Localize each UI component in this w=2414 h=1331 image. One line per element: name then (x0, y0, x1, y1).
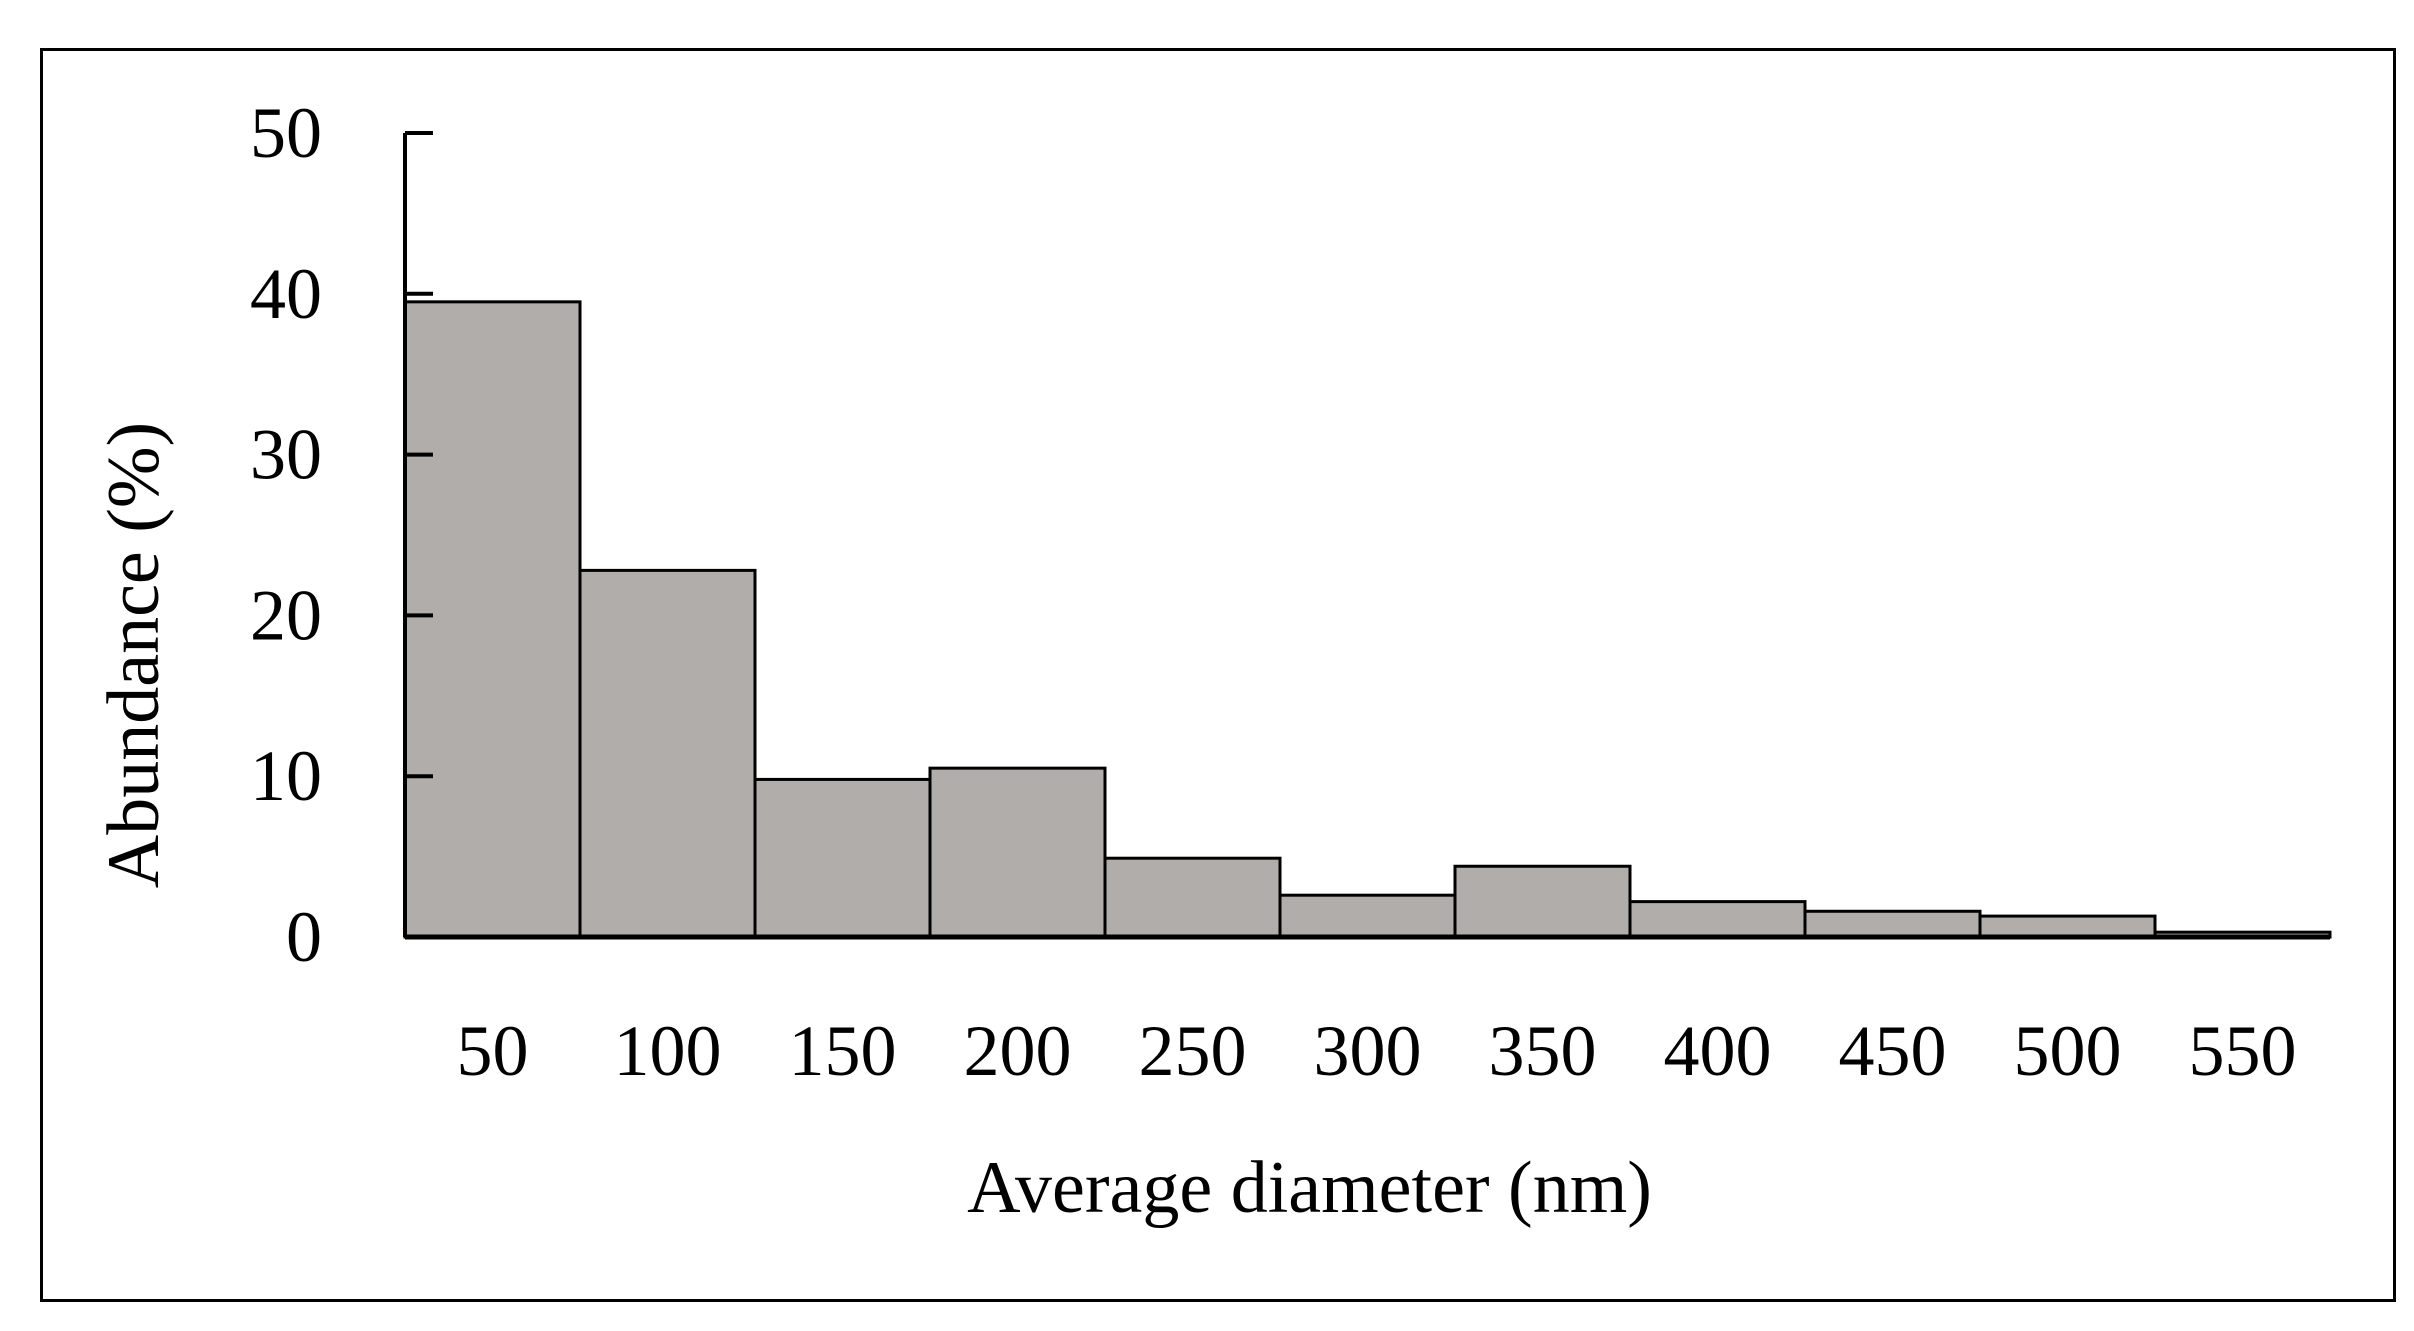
y-tick-label-50: 50 (250, 93, 322, 173)
x-axis-title: Average diameter (nm) (967, 1147, 1652, 1229)
x-tick-label-250: 250 (1139, 1011, 1247, 1091)
y-ticks-group: 0 10 20 30 40 50 (250, 93, 433, 977)
bars-group (403, 300, 2332, 939)
x-tick-label-100: 100 (614, 1011, 722, 1091)
y-tick-label-20: 20 (250, 575, 322, 655)
bar-450 (1803, 909, 1982, 939)
bar-500 (1978, 914, 2157, 939)
bar-50 (403, 300, 582, 939)
y-axis-title: Abundance (%) (93, 422, 175, 888)
x-tick-label-400: 400 (1664, 1011, 1772, 1091)
chart-frame (40, 48, 2396, 1302)
x-tick-label-150: 150 (789, 1011, 897, 1091)
y-tick-label-0: 0 (286, 897, 322, 977)
bar-250 (1103, 856, 1282, 939)
bar-400 (1628, 900, 1807, 939)
x-tick-label-550: 550 (2189, 1011, 2297, 1091)
y-tick-label-30: 30 (250, 415, 322, 495)
x-tick-label-300: 300 (1314, 1011, 1422, 1091)
bar-350 (1453, 864, 1632, 939)
bar-100 (578, 568, 757, 939)
x-tick-label-200: 200 (964, 1011, 1072, 1091)
y-tick-label-10: 10 (250, 736, 322, 816)
x-tick-label-350: 350 (1489, 1011, 1597, 1091)
axes-group (403, 133, 2330, 940)
bar-300 (1278, 893, 1457, 939)
x-tick-label-450: 450 (1839, 1011, 1947, 1091)
y-tick-label-40: 40 (250, 254, 322, 334)
x-tick-label-50: 50 (457, 1011, 529, 1091)
bar-150 (753, 777, 932, 939)
x-ticks-group: 50 100 150 200 250 300 350 400 450 500 550 (457, 1011, 2297, 1091)
bar-200 (928, 766, 1107, 939)
x-tick-label-500: 500 (2014, 1011, 2122, 1091)
